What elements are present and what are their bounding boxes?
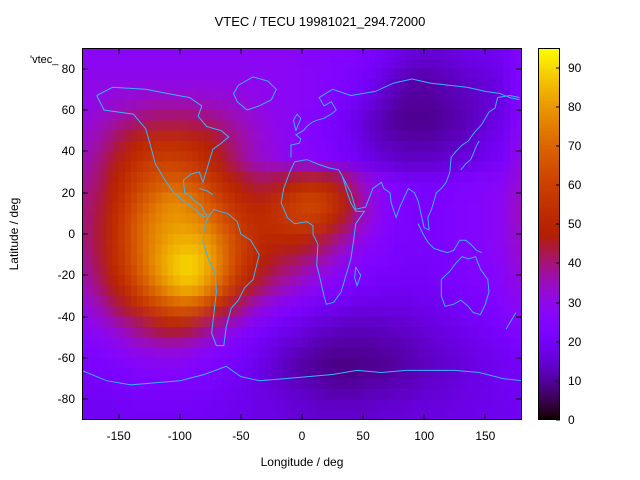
- y-tick-label: 40: [61, 144, 75, 159]
- heatmap-canvas: [82, 48, 522, 420]
- x-tick-label: -150: [106, 429, 131, 443]
- colorbar-gradient: [538, 48, 560, 420]
- y-tick-label: 0: [68, 227, 75, 241]
- colorbar-tick-label: 50: [568, 217, 582, 232]
- x-tick-label: 0: [298, 429, 306, 443]
- colorbar-tick-label: 30: [568, 295, 582, 310]
- colorbar-tick-label: 40: [568, 256, 582, 271]
- stray-key-label: 'vtec_: [30, 54, 59, 66]
- x-tick-label: 150: [475, 429, 496, 443]
- colorbar-tick-label: 90: [568, 60, 582, 75]
- x-tick-label: -100: [167, 429, 192, 443]
- y-tick-label: -40: [57, 309, 75, 324]
- chart-title: VTEC / TECU 19981021_294.72000: [214, 14, 426, 29]
- y-axis-label: Latitude / deg: [7, 197, 21, 271]
- x-tick-label: -50: [232, 429, 250, 443]
- colorbar-tick-label: 60: [568, 178, 582, 193]
- y-tick-label: 80: [61, 61, 75, 76]
- colorbar-tick-label: 20: [568, 334, 582, 349]
- colorbar-tick-label: 80: [568, 99, 582, 114]
- x-tick-label: 50: [356, 429, 370, 443]
- x-tick-label: 100: [414, 429, 435, 443]
- y-tick-label: 20: [61, 185, 75, 200]
- colorbar-tick-label: 0: [568, 413, 575, 427]
- x-axis-label: Longitude / deg: [260, 455, 344, 469]
- colorbar-tick-label: 10: [568, 373, 582, 388]
- y-tick-label: -80: [57, 392, 75, 407]
- y-tick-label: -20: [57, 268, 75, 283]
- colorbar-tick-label: 70: [568, 138, 582, 153]
- y-tick-label: 60: [61, 103, 75, 117]
- y-tick-label: -60: [57, 351, 75, 365]
